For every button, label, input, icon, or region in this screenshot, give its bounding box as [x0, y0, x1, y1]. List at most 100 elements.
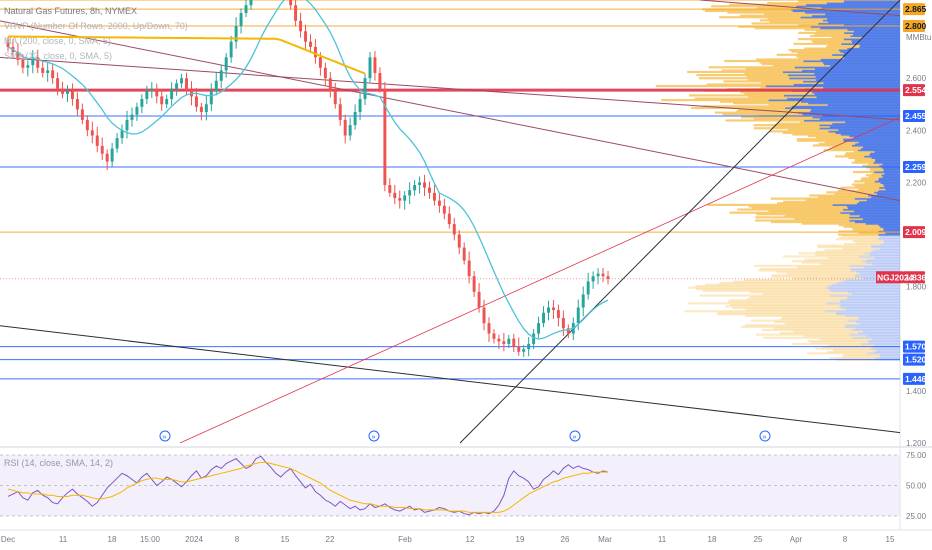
volume-bar-up	[869, 167, 884, 171]
volume-bar-up	[768, 210, 854, 213]
volume-bar-up	[852, 239, 884, 242]
trendline-support-red	[179, 116, 901, 444]
volume-bar-down	[847, 28, 900, 31]
volume-bar-up	[867, 163, 883, 166]
candle-body	[487, 323, 491, 334]
volume-bar-down	[884, 241, 900, 244]
moving-averages	[7, 0, 609, 340]
volume-bar-down	[868, 341, 900, 344]
candle-body	[31, 57, 35, 66]
price-axis[interactable]: 2.6002.4002.2001.8001.4001.200USDMMBtu2.…	[876, 3, 931, 448]
volume-bar-up	[862, 164, 880, 167]
volume-bar-up	[720, 100, 802, 103]
volume-bar-down	[831, 283, 900, 286]
candle-body	[432, 192, 436, 201]
price-tag: 1.836	[903, 271, 927, 284]
volume-bar-up	[728, 299, 841, 302]
volume-bar-up	[687, 70, 783, 74]
volume-bar-down	[843, 139, 900, 142]
rsi-tick-label: 75.00	[906, 451, 927, 460]
candle-body	[353, 112, 357, 126]
volume-bar-up	[704, 9, 793, 13]
volume-bar-down	[854, 220, 900, 224]
price-tag-label: 2.800	[905, 21, 927, 31]
candle-body	[294, 5, 298, 21]
volume-bar-down	[884, 172, 900, 175]
candle-body	[224, 57, 228, 71]
volume-bar-up	[793, 330, 863, 333]
volume-bar-down	[853, 136, 900, 139]
volume-bar-down	[858, 316, 900, 319]
candle-body	[56, 78, 60, 89]
volume-bar-up	[733, 102, 809, 105]
trendline-top-maroon	[699, 0, 901, 17]
volume-bar-up	[741, 116, 813, 119]
volume-bar-down	[783, 94, 900, 97]
volume-bar-up	[853, 228, 884, 231]
volume-bar-down	[852, 336, 900, 339]
price-tick-label: 1.200	[906, 439, 927, 448]
volume-bar-up	[759, 61, 823, 64]
price-tick-label: 1.400	[906, 387, 927, 396]
volume-bar-down	[843, 138, 900, 141]
volume-bar-up	[776, 53, 833, 56]
price-tag-label: 2.455	[905, 111, 927, 121]
volume-bar-down	[879, 186, 900, 189]
volume-bar-up	[755, 219, 850, 222]
volume-bar-up	[748, 95, 817, 99]
candle-body	[403, 195, 407, 201]
candle-body	[70, 91, 74, 100]
volume-bar-up	[729, 303, 841, 307]
volume-bar-down	[855, 142, 900, 146]
event-marker-glyph: »	[163, 434, 167, 441]
candle-body	[26, 65, 30, 68]
candle-body	[596, 273, 600, 277]
volume-bar-down	[871, 245, 900, 249]
candle-body	[150, 88, 154, 92]
volume-bar-up	[745, 308, 846, 311]
volume-bar-up	[719, 281, 837, 285]
candle-body	[467, 260, 471, 277]
volume-bar-up	[751, 206, 849, 210]
volume-bar-up	[702, 289, 831, 292]
volume-bar-up	[792, 260, 863, 263]
volume-bar-down	[858, 149, 900, 152]
volume-bar-up	[756, 58, 821, 61]
symbol-tag-bg	[876, 271, 903, 284]
volume-bar-down	[851, 292, 900, 296]
volume-bar-down	[872, 338, 900, 341]
volume-bar-up	[851, 183, 884, 186]
volume-bar-up	[777, 202, 857, 205]
volume-bar-down	[870, 244, 900, 247]
volume-bar-down	[880, 242, 900, 246]
volume-bar-up	[694, 97, 788, 100]
volume-bar-down	[880, 181, 900, 185]
volume-bar-down	[841, 306, 900, 310]
volume-bar-down	[865, 261, 900, 264]
volume-bar-up	[716, 313, 836, 316]
price-tag: 1.520	[903, 353, 927, 366]
candle-body	[442, 205, 446, 214]
volume-bar-down	[802, 113, 900, 116]
candle-body	[95, 135, 99, 146]
volume-bar-up	[695, 288, 829, 291]
volume-bar-up	[655, 84, 766, 88]
candle-body	[551, 307, 555, 311]
candle-body	[115, 138, 119, 149]
volume-bar-up	[796, 55, 843, 58]
candle-body	[145, 91, 149, 100]
candle-body	[66, 91, 69, 94]
candle-body	[16, 52, 20, 60]
volume-bar-up	[843, 353, 881, 357]
volume-bar-up	[708, 66, 795, 69]
candle-body	[532, 333, 536, 344]
volume-bar-up	[722, 113, 803, 116]
volume-bar-up	[786, 272, 861, 275]
candle-body	[80, 109, 84, 120]
time-axis[interactable]: Dec 11 18 15:00 2024 8 15 22 Feb 12 19 26 Mar 11 18 25 A…	[1, 535, 895, 544]
volume-bar-down	[803, 59, 900, 63]
volume-bar-up	[763, 336, 853, 339]
candle-body	[299, 20, 303, 32]
volume-bar-down	[854, 197, 900, 200]
